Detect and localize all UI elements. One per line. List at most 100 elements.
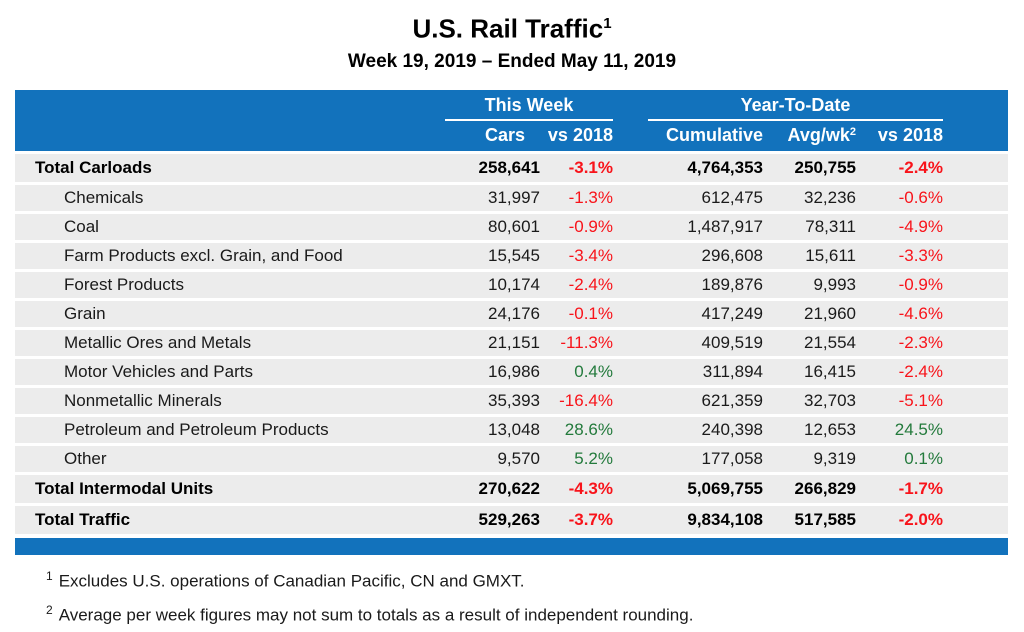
cars-value: 13,048	[488, 419, 540, 439]
ytd-vs-2018-value: -4.9%	[898, 216, 943, 236]
title-footnote-marker: 1	[603, 15, 612, 32]
ytd-cumulative-value: 296,608	[701, 245, 763, 265]
row-label: Motor Vehicles and Parts	[64, 361, 253, 381]
table-row: Farm Products excl. Grain, and Food 15,5…	[15, 242, 1008, 269]
cars-value: 258,641	[478, 157, 540, 177]
row-gap	[613, 388, 648, 414]
ytd-vs-2018-value: -3.3%	[898, 245, 943, 265]
table-row: Forest Products 10,174 -2.4% 189,876 9,9…	[15, 271, 1008, 298]
row-gap	[613, 243, 648, 269]
cars-value: 35,393	[488, 390, 540, 410]
row-gap	[613, 154, 648, 182]
table-row: Nonmetallic Minerals 35,393 -16.4% 621,3…	[15, 387, 1008, 414]
row-gap	[613, 301, 648, 327]
row-label: Farm Products excl. Grain, and Food	[64, 245, 343, 265]
ytd-avg-wk-value: 21,554	[804, 332, 856, 352]
ytd-vs-2018-value: -2.3%	[898, 332, 943, 352]
col-header-avg-wk-text: Avg/wk	[787, 125, 850, 146]
col-header-avg-wk: Avg/wk 2	[763, 121, 856, 151]
table-row: Total Intermodal Units 270,622 -4.3% 5,0…	[15, 474, 1008, 503]
ytd-vs-2018-value: -0.9%	[898, 274, 943, 294]
row-label: Coal	[64, 216, 99, 236]
cars-vs-2018-value: -0.1%	[568, 303, 613, 323]
ytd-avg-wk-value: 32,703	[804, 390, 856, 410]
column-header-row: Cars vs 2018 Cumulative Avg/wk 2 vs 2018	[15, 121, 1008, 151]
table-body: Total Carloads 258,641 -3.1% 4,764,353 2…	[15, 153, 1008, 534]
group-header-year-to-date: Year-To-Date	[648, 90, 943, 121]
ytd-cumulative-value: 311,894	[702, 361, 763, 381]
ytd-cumulative-value: 1,487,917	[687, 216, 763, 236]
cars-value: 9,570	[497, 448, 540, 468]
ytd-cumulative-value: 621,359	[701, 390, 763, 410]
ytd-avg-wk-value: 15,611	[805, 245, 856, 265]
group-header-gap	[613, 90, 648, 121]
table-row: Coal 80,601 -0.9% 1,487,917 78,311 -4.9%	[15, 213, 1008, 240]
row-gap	[613, 185, 648, 211]
row-rightpad	[943, 185, 1008, 211]
row-label: Other	[64, 448, 107, 468]
col-header-gap	[613, 121, 648, 151]
col-header-rightpad	[943, 121, 1008, 151]
ytd-vs-2018-value: -2.4%	[898, 361, 943, 381]
ytd-avg-wk-value: 78,311	[805, 216, 856, 236]
ytd-cumulative-value: 417,249	[701, 303, 763, 323]
cars-vs-2018-value: 0.4%	[574, 361, 613, 381]
footnote-1-marker: 1	[46, 568, 53, 583]
cars-vs-2018-value: -3.4%	[568, 245, 613, 265]
cars-value: 24,176	[488, 303, 540, 323]
cars-value: 21,151	[488, 332, 540, 352]
ytd-avg-wk-value: 517,585	[794, 509, 856, 529]
group-header-this-week: This Week	[445, 90, 613, 121]
row-label: Total Carloads	[35, 157, 152, 177]
cars-vs-2018-value: -3.7%	[568, 509, 613, 529]
ytd-avg-wk-value: 32,236	[804, 187, 856, 207]
rail-traffic-table: This Week Year-To-Date Cars vs 2018 Cumu…	[15, 89, 1008, 627]
group-header-spacer	[15, 90, 445, 121]
ytd-cumulative-value: 5,069,755	[687, 478, 763, 498]
ytd-vs-2018-value: 24.5%	[894, 419, 943, 439]
footnote-2-text: Average per week figures may not sum to …	[58, 605, 694, 625]
ytd-cumulative-value: 9,834,108	[687, 509, 763, 529]
row-gap	[613, 475, 648, 503]
table-bottom-bar	[15, 537, 1008, 555]
ytd-vs-2018-value: 0.1%	[904, 448, 943, 468]
ytd-vs-2018-value: -2.0%	[898, 509, 943, 529]
ytd-vs-2018-value: -4.6%	[898, 303, 943, 323]
row-gap	[613, 359, 648, 385]
row-gap	[613, 330, 648, 356]
cars-vs-2018-value: -0.9%	[568, 216, 613, 236]
table-row: Motor Vehicles and Parts 16,986 0.4% 311…	[15, 358, 1008, 385]
cars-value: 16,986	[488, 361, 540, 381]
page-subtitle: Week 19, 2019 – Ended May 11, 2019	[347, 50, 677, 72]
row-rightpad	[943, 243, 1008, 269]
row-label: Nonmetallic Minerals	[64, 390, 222, 410]
cars-vs-2018-value: -16.4%	[559, 390, 613, 410]
cars-value: 270,622	[478, 478, 540, 498]
page-title: U.S. Rail Traffic1	[0, 9, 1024, 44]
row-gap	[613, 506, 648, 534]
cars-value: 10,174	[488, 274, 540, 294]
footnote-1-text: Excludes U.S. operations of Canadian Pac…	[58, 571, 525, 591]
row-gap	[613, 417, 648, 443]
ytd-vs-2018-value: -1.7%	[898, 478, 943, 498]
ytd-cumulative-value: 4,764,353	[687, 157, 763, 177]
ytd-cumulative-value: 409,519	[701, 332, 763, 352]
ytd-cumulative-value: 240,398	[701, 419, 763, 439]
row-rightpad	[943, 359, 1008, 385]
table-row: Grain 24,176 -0.1% 417,249 21,960 -4.6%	[15, 300, 1008, 327]
row-rightpad	[943, 330, 1008, 356]
cars-vs-2018-value: -11.3%	[560, 332, 613, 352]
row-rightpad	[943, 417, 1008, 443]
row-label: Chemicals	[64, 187, 144, 207]
row-rightpad	[943, 506, 1008, 534]
cars-value: 31,997	[488, 187, 540, 207]
footnote-2-marker: 2	[46, 603, 53, 618]
table-header: This Week Year-To-Date Cars vs 2018 Cumu…	[15, 89, 1008, 151]
col-header-cars-vs-2018: vs 2018	[547, 125, 613, 146]
cars-value: 80,601	[488, 216, 540, 236]
table-row: Petroleum and Petroleum Products 13,048 …	[15, 416, 1008, 443]
row-label: Metallic Ores and Metals	[64, 332, 252, 352]
column-header-spacer	[15, 121, 445, 151]
footnote-1: 1 Excludes U.S. operations of Canadian Pa…	[46, 565, 1008, 593]
ytd-cumulative-value: 189,876	[701, 274, 763, 294]
